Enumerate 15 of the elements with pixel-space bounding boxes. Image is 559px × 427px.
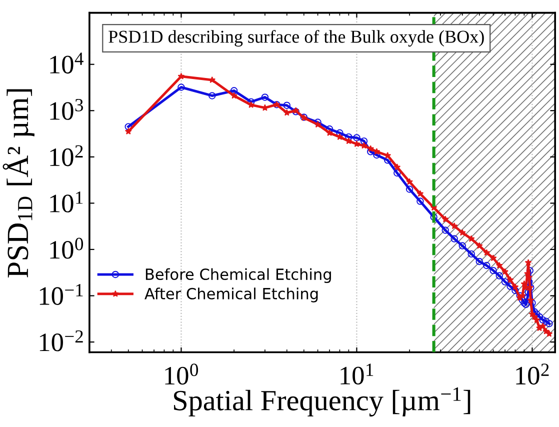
x-tick-label: 10$^{2}$ [516, 364, 549, 385]
x-tick-label: 10$^{0}$ [165, 364, 198, 385]
y-tick-label: 10$^{0}$ [50, 238, 84, 259]
legend-label: After Chemical Etching [144, 288, 318, 302]
x-tick-label: 10$^{1}$ [340, 364, 374, 385]
y-tick-label: 10$^{−2}$ [40, 330, 83, 352]
y-tick-label: 10$^{2}$ [50, 145, 83, 166]
y-tick-label: 10$^{−1}$ [40, 284, 83, 305]
text: PSD1D describing surface of the Bulk oxyde (BOx) [108, 30, 484, 47]
x-axis-title: Spatial Frequency [µm$^{−1}$] [174, 387, 470, 416]
legend-label: Before Chemical Etching [146, 268, 331, 284]
y-axis-title: PSD$_{1D}$ [Å² µm] [2, 89, 34, 278]
y-tick-label: 10$^{4}$ [50, 52, 84, 74]
y-tick-label: 10$^{1}$ [50, 191, 83, 212]
y-tick-label: 10$^{3}$ [50, 98, 84, 120]
